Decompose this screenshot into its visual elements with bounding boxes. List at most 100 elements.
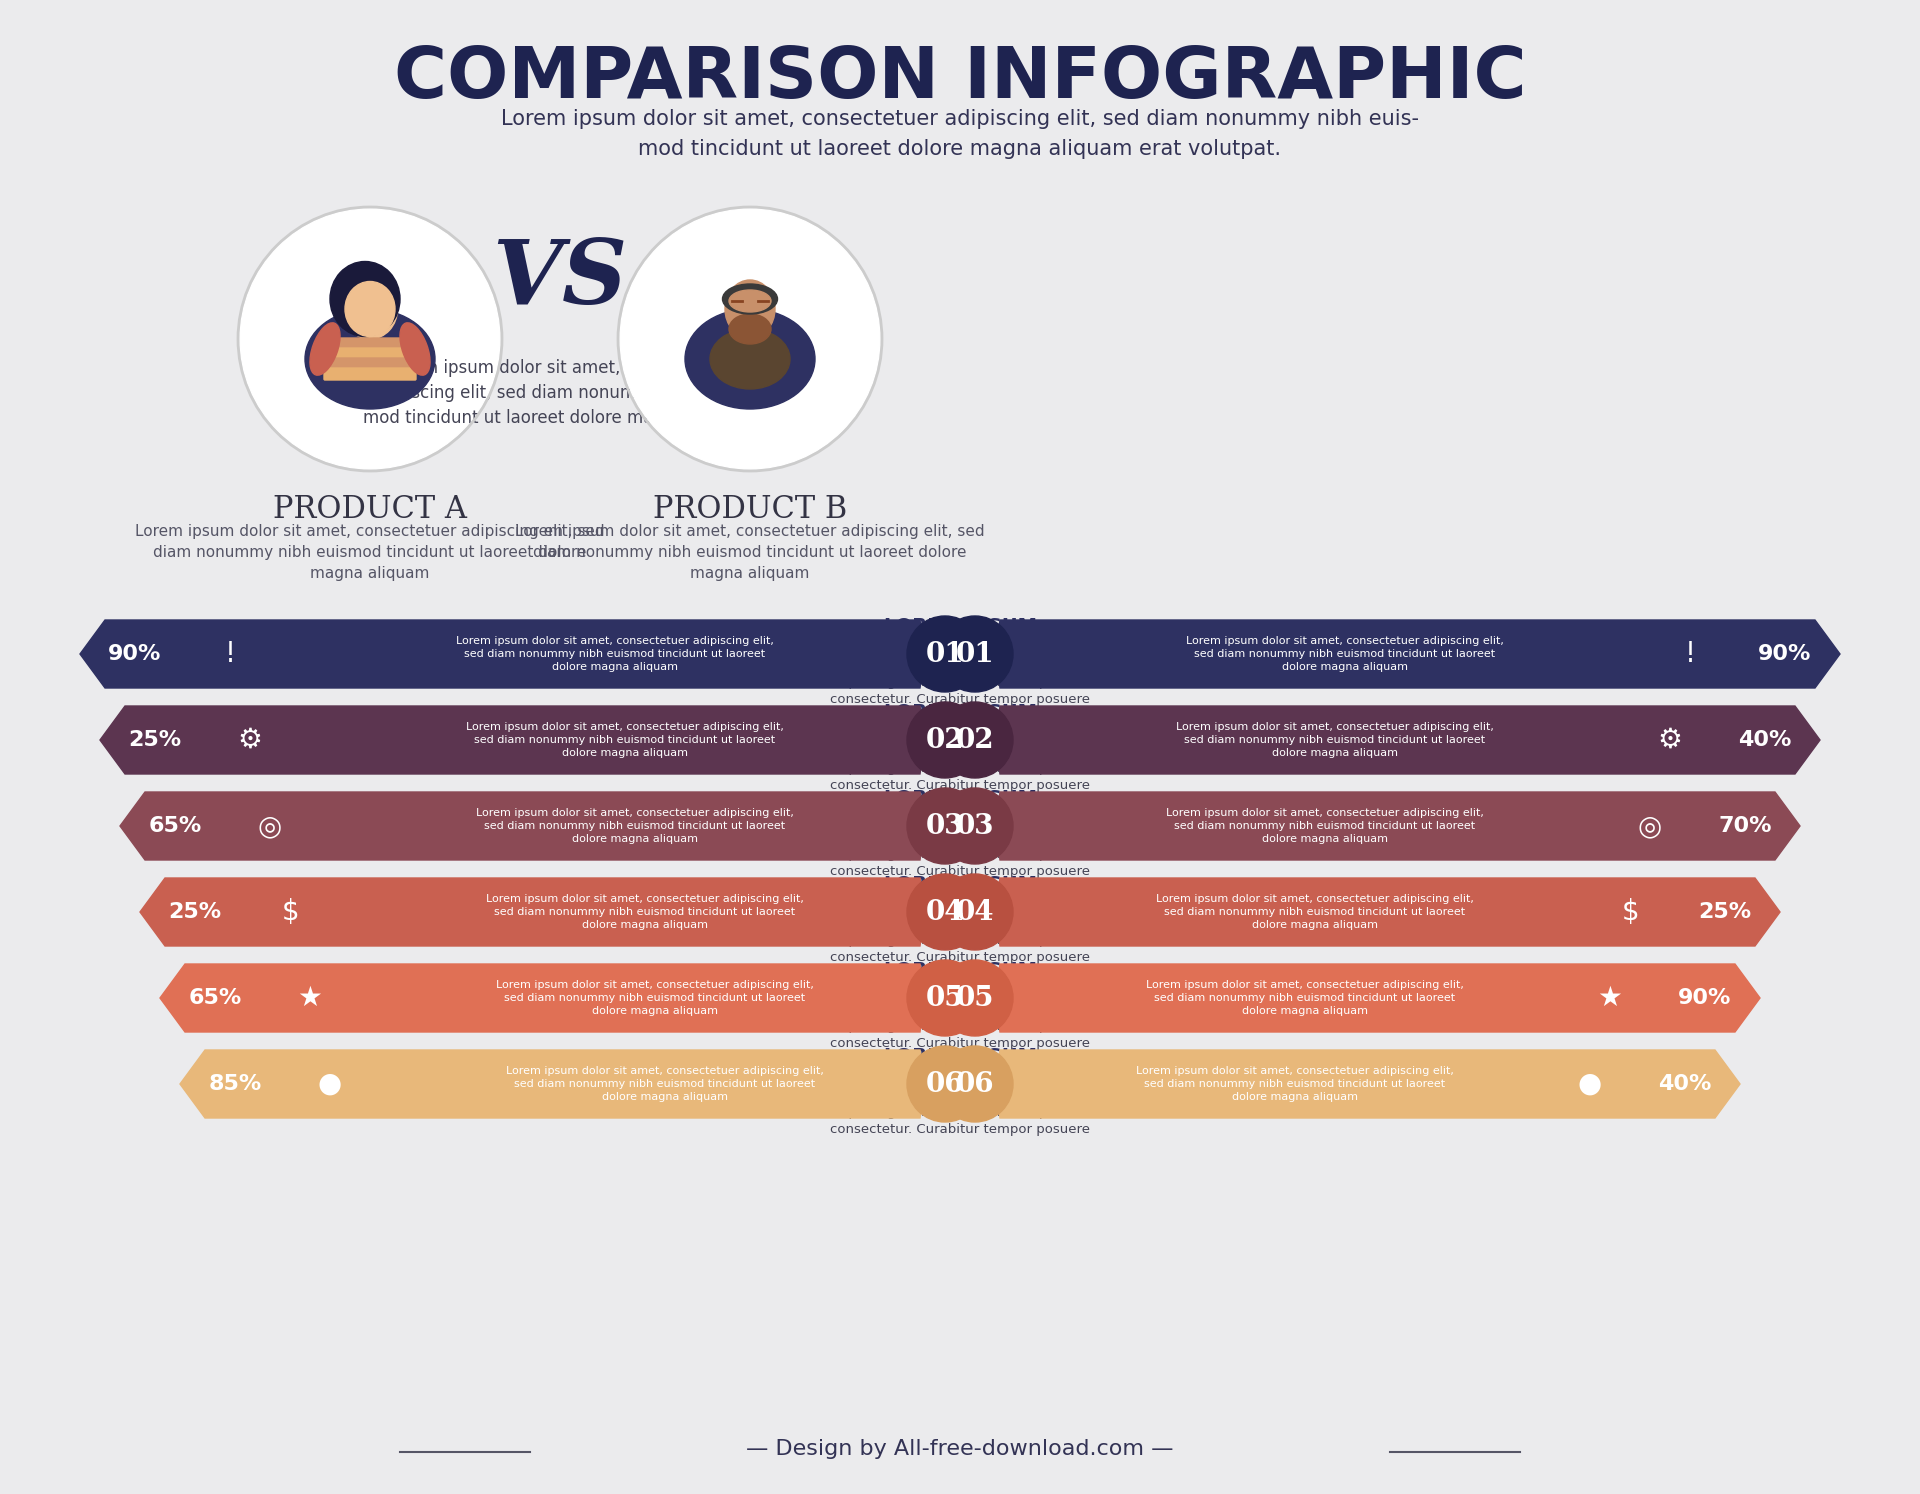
Ellipse shape [309, 323, 340, 375]
Text: ⚙: ⚙ [1657, 726, 1682, 754]
Text: 01: 01 [956, 641, 995, 668]
Text: Lorem ipsum dolor sit amet, consectetuer adipiscing elit,
sed diam nonummy nibh : Lorem ipsum dolor sit amet, consectetuer… [1187, 636, 1503, 672]
Text: Lorem ipsum dolor sit amet, consectetur
adipiscing elit. Fusce dignissim pretium: Lorem ipsum dolor sit amet, consectetur … [824, 1002, 1096, 1050]
Text: Lorem ipsum dolor sit amet, consectetuer adipiscing elit,
sed diam nonummy nibh : Lorem ipsum dolor sit amet, consectetuer… [1156, 893, 1475, 931]
Text: $: $ [280, 898, 300, 926]
Text: Lorem ipsum dolor sit amet, consectetuer adipiscing elit, sed diam nonummy nibh : Lorem ipsum dolor sit amet, consectetuer… [501, 109, 1419, 158]
Text: 25%: 25% [1699, 902, 1751, 922]
Text: 25%: 25% [129, 731, 182, 750]
Text: Lorem ipsum dolor sit amet, consectetur
adipiscing elit. Fusce dignissim pretium: Lorem ipsum dolor sit amet, consectetur … [824, 659, 1096, 707]
Text: Lorem ipsum dolor sit amet, consectetuer adipiscing elit,
sed diam nonummy nibh : Lorem ipsum dolor sit amet, consectetuer… [1165, 808, 1484, 844]
Circle shape [937, 702, 1014, 778]
Text: 65%: 65% [188, 988, 242, 1008]
Text: !: ! [225, 639, 236, 668]
Text: Lorem ipsum dolor sit amet, consectetuer adipiscing elit,
sed diam nonummy nibh : Lorem ipsum dolor sit amet, consectetuer… [486, 893, 804, 931]
Text: ◎: ◎ [257, 813, 282, 840]
Text: ★: ★ [298, 985, 323, 1011]
Circle shape [906, 961, 983, 1035]
Circle shape [906, 616, 983, 692]
Ellipse shape [710, 329, 789, 388]
Text: 40%: 40% [1659, 1074, 1713, 1094]
Text: 04: 04 [925, 898, 964, 925]
Text: 06: 06 [956, 1071, 995, 1098]
Ellipse shape [685, 309, 814, 409]
Text: VS: VS [492, 236, 628, 323]
Text: LOREM IPSUM: LOREM IPSUM [883, 961, 1037, 980]
Polygon shape [995, 1050, 1740, 1118]
Text: ●: ● [319, 1070, 342, 1098]
Circle shape [620, 209, 879, 469]
Circle shape [906, 874, 983, 950]
Text: ●: ● [1578, 1070, 1601, 1098]
Text: LOREM IPSUM: LOREM IPSUM [883, 789, 1037, 808]
Text: 03: 03 [956, 813, 995, 840]
Ellipse shape [722, 284, 778, 314]
Text: LOREM IPSUM: LOREM IPSUM [883, 1047, 1037, 1067]
Ellipse shape [305, 309, 436, 409]
Text: 06: 06 [925, 1071, 964, 1098]
Polygon shape [119, 792, 925, 861]
Text: 25%: 25% [169, 902, 221, 922]
FancyBboxPatch shape [324, 338, 417, 350]
Polygon shape [180, 1050, 925, 1118]
Circle shape [240, 209, 499, 469]
Circle shape [906, 702, 983, 778]
Text: Lorem ipsum dolor sit amet, consectetuer
adipiscing elit, sed diam nonummy nibh : Lorem ipsum dolor sit amet, consectetuer… [363, 359, 756, 427]
Ellipse shape [726, 279, 776, 338]
Circle shape [937, 1046, 1014, 1122]
Text: Lorem ipsum dolor sit amet, consectetuer adipiscing elit,
sed diam nonummy nibh : Lorem ipsum dolor sit amet, consectetuer… [476, 808, 795, 844]
Text: Lorem ipsum dolor sit amet, consectetuer adipiscing elit,
sed diam nonummy nibh : Lorem ipsum dolor sit amet, consectetuer… [495, 980, 814, 1016]
Polygon shape [995, 792, 1801, 861]
FancyBboxPatch shape [324, 359, 417, 371]
Circle shape [937, 874, 1014, 950]
Polygon shape [995, 964, 1761, 1032]
Text: Lorem ipsum dolor sit amet, consectetuer adipiscing elit,
sed diam nonummy nibh : Lorem ipsum dolor sit amet, consectetuer… [1137, 1065, 1453, 1103]
Text: ⚙: ⚙ [238, 726, 263, 754]
Text: 05: 05 [956, 985, 995, 1011]
Polygon shape [81, 620, 925, 689]
Text: 02: 02 [956, 726, 995, 753]
Text: 01: 01 [925, 641, 964, 668]
Text: Lorem ipsum dolor sit amet, consectetuer adipiscing elit,
sed diam nonummy nibh : Lorem ipsum dolor sit amet, consectetuer… [507, 1065, 824, 1103]
Text: 85%: 85% [209, 1074, 261, 1094]
Text: 90%: 90% [1678, 988, 1732, 1008]
Polygon shape [995, 878, 1780, 946]
Circle shape [937, 961, 1014, 1035]
Text: Lorem ipsum dolor sit amet, consectetuer adipiscing elit,
sed diam nonummy nibh : Lorem ipsum dolor sit amet, consectetuer… [457, 636, 774, 672]
Text: Lorem ipsum dolor sit amet, consectetur
adipiscing elit. Fusce dignissim pretium: Lorem ipsum dolor sit amet, consectetur … [824, 746, 1096, 792]
Text: 40%: 40% [1738, 731, 1791, 750]
Text: Lorem ipsum dolor sit amet, consectetur
adipiscing elit. Fusce dignissim pretium: Lorem ipsum dolor sit amet, consectetur … [824, 831, 1096, 878]
Circle shape [906, 787, 983, 864]
Text: $: $ [1620, 898, 1640, 926]
Text: LOREM IPSUM: LOREM IPSUM [883, 875, 1037, 893]
Text: 90%: 90% [108, 644, 161, 663]
Text: PRODUCT A: PRODUCT A [273, 495, 467, 524]
Text: 90%: 90% [1759, 644, 1812, 663]
Text: Lorem ipsum dolor sit amet, consectetuer adipiscing elit,
sed diam nonummy nibh : Lorem ipsum dolor sit amet, consectetuer… [1146, 980, 1463, 1016]
Polygon shape [995, 707, 1820, 774]
Text: Lorem ipsum dolor sit amet, consectetur
adipiscing elit. Fusce dignissim pretium: Lorem ipsum dolor sit amet, consectetur … [824, 917, 1096, 964]
Ellipse shape [342, 279, 397, 339]
Polygon shape [159, 964, 925, 1032]
Ellipse shape [346, 281, 396, 336]
Text: ◎: ◎ [1638, 813, 1663, 840]
Text: Lorem ipsum dolor sit amet, consectetuer adipiscing elit,
sed diam nonummy nibh : Lorem ipsum dolor sit amet, consectetuer… [1177, 722, 1494, 757]
Text: LOREM IPSUM: LOREM IPSUM [883, 617, 1037, 636]
Text: Lorem ipsum dolor sit amet, consectetuer adipiscing elit,
sed diam nonummy nibh : Lorem ipsum dolor sit amet, consectetuer… [467, 722, 783, 757]
Text: 05: 05 [925, 985, 964, 1011]
Polygon shape [100, 707, 925, 774]
Text: Lorem ipsum dolor sit amet, consectetuer adipiscing elit, sed
diam nonummy nibh : Lorem ipsum dolor sit amet, consectetuer… [134, 524, 605, 581]
Circle shape [906, 1046, 983, 1122]
Text: 04: 04 [956, 898, 995, 925]
Text: COMPARISON INFOGRAPHIC: COMPARISON INFOGRAPHIC [394, 43, 1526, 114]
Text: !: ! [1684, 639, 1695, 668]
Circle shape [937, 616, 1014, 692]
Polygon shape [995, 620, 1839, 689]
Text: PRODUCT B: PRODUCT B [653, 495, 847, 524]
Text: 70%: 70% [1718, 816, 1772, 837]
Text: — Design by All-free-download.com —: — Design by All-free-download.com — [747, 1439, 1173, 1460]
Text: Lorem ipsum dolor sit amet, consectetur
adipiscing elit. Fusce dignissim pretium: Lorem ipsum dolor sit amet, consectetur … [824, 1089, 1096, 1135]
Polygon shape [140, 878, 925, 946]
Text: LOREM IPSUM: LOREM IPSUM [883, 704, 1037, 722]
Circle shape [937, 787, 1014, 864]
